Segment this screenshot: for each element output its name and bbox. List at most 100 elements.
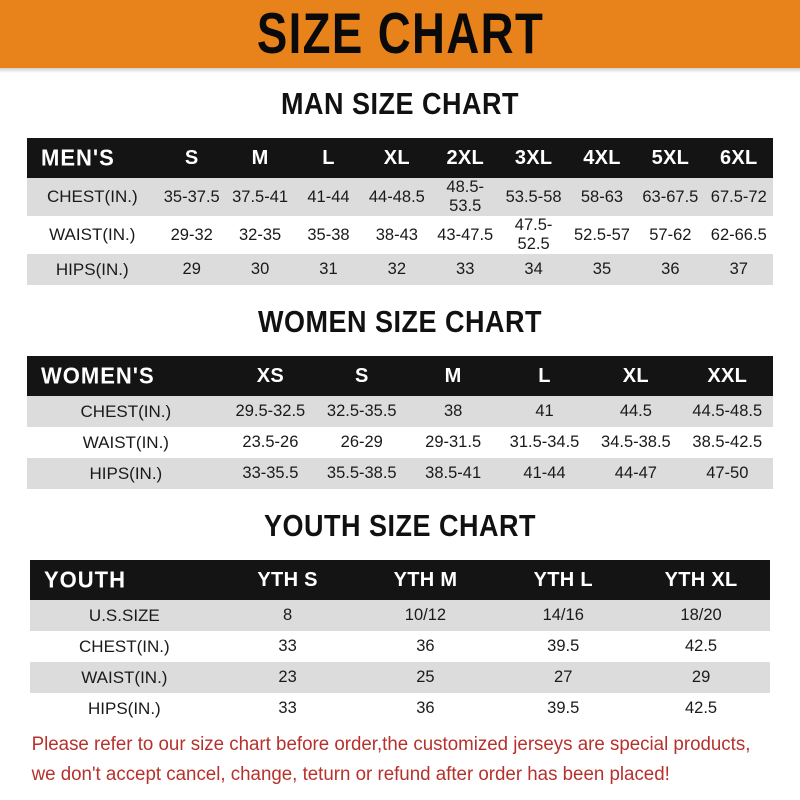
table-cell: 38.5-41 (425, 464, 482, 482)
youth-table-wrapper: YOUTH YTH S YTH M YTH L YTH XL U.S.SIZE 8 10/12… (0, 560, 800, 724)
table-cell: 44-48.5 (368, 187, 425, 206)
table-cell: 67.5-72 (710, 187, 767, 206)
table-cell: 63-67.5 (642, 187, 699, 206)
youth-size-header-4: YTH XL (664, 568, 738, 591)
table-cell: 58-63 (580, 187, 624, 206)
table-cell: 23.5-26 (242, 433, 299, 451)
table-cell: 41 (535, 402, 554, 420)
table-cell: 44-47 (614, 464, 657, 482)
men-size-header-3: L (322, 146, 335, 169)
table-cell: 33 (278, 699, 297, 717)
table-cell: 37 (729, 260, 748, 278)
table-cell: 47.5-52.5 (514, 216, 553, 253)
table-row: WAIST(IN.) 23 25 27 29 (30, 662, 770, 693)
table-cell: 36 (661, 260, 680, 278)
men-size-header-5: 2XL (446, 146, 485, 169)
note-line-1: Please refer to our size chart before or… (31, 734, 751, 755)
note-line-2: we don't accept cancel, change, teturn o… (31, 764, 670, 785)
women-size-header-3: M (444, 364, 462, 387)
page-title: SIZE CHART (256, 1, 544, 66)
women-row-label: HIPS(IN.) (89, 463, 163, 483)
women-row-label-header: WOMEN'S (41, 362, 155, 389)
table-cell: 38.5-42.5 (692, 433, 763, 451)
men-size-header-4: XL (383, 146, 410, 169)
men-table-header-row: MEN'S S M L XL 2XL 3XL 4XL 5XL 6XL (27, 138, 773, 178)
men-size-header-6: 3XL (514, 146, 553, 169)
table-cell: 42.5 (685, 699, 718, 717)
table-cell: 48.5-53.5 (446, 178, 485, 215)
youth-table-header-row: YOUTH YTH S YTH M YTH L YTH XL (30, 560, 770, 600)
table-cell: 32-35 (239, 225, 282, 244)
table-cell: 10/12 (404, 606, 447, 624)
table-cell: 23 (278, 668, 297, 686)
man-section-title: MAN SIZE CHART (281, 87, 519, 121)
women-table-wrapper: WOMEN'S XS S M L XL XXL CHEST(IN.) 29.5-32.5 32.5… (0, 356, 800, 489)
table-cell: 43-47.5 (437, 225, 494, 244)
table-cell: 27 (554, 668, 573, 686)
table-cell: 29-32 (170, 225, 213, 244)
table-row: HIPS(IN.) 29 30 31 32 33 34 35 36 37 (27, 254, 773, 285)
men-row-label: CHEST(IN.) (46, 187, 138, 206)
table-cell: 47-50 (706, 464, 749, 482)
youth-size-table: YOUTH YTH S YTH M YTH L YTH XL U.S.SIZE 8 10/12… (30, 560, 770, 724)
table-cell: 29 (182, 260, 201, 278)
table-cell: 39.5 (547, 699, 580, 717)
youth-row-label-header: YOUTH (44, 566, 126, 593)
table-cell: 29-31.5 (425, 433, 482, 451)
table-cell: 44.5 (619, 402, 652, 420)
table-cell: 33 (456, 260, 475, 278)
youth-row-label: U.S.SIZE (88, 605, 160, 625)
women-size-table: WOMEN'S XS S M L XL XXL CHEST(IN.) 29.5-32.5 32.5… (27, 356, 773, 489)
table-row: HIPS(IN.) 33-35.5 35.5-38.5 38.5-41 41-44 44-… (27, 458, 773, 489)
men-size-header-8: 5XL (651, 146, 690, 169)
men-row-label: HIPS(IN.) (55, 259, 129, 279)
women-size-header-4: L (538, 364, 551, 387)
table-cell: 26-29 (340, 433, 383, 451)
table-cell: 33 (278, 637, 297, 655)
table-cell: 35-38 (307, 225, 350, 244)
table-cell: 44.5-48.5 (692, 402, 763, 420)
table-cell: 31 (319, 260, 338, 278)
men-size-header-2: M (251, 146, 269, 169)
table-row: HIPS(IN.) 33 36 39.5 42.5 (30, 693, 770, 724)
youth-row-label: HIPS(IN.) (87, 698, 161, 718)
table-row: CHEST(IN.) 33 36 39.5 42.5 (30, 631, 770, 662)
table-row: WAIST(IN.) 23.5-26 26-29 29-31.5 31.5-34.5 34… (27, 427, 773, 458)
youth-section-title: YOUTH SIZE CHART (263, 509, 536, 543)
table-row: WAIST(IN.) 29-32 32-35 35-38 38-43 43-47.5 47.… (27, 216, 773, 254)
man-table-wrapper: MEN'S S M L XL 2XL 3XL 4XL 5XL 6XL CHEST(IN.) 35-37… (0, 138, 800, 285)
table-cell: 37.5-41 (232, 187, 289, 206)
table-cell: 35 (592, 260, 612, 278)
table-cell: 14/16 (542, 606, 584, 624)
table-cell: 33-35.5 (242, 464, 299, 482)
table-cell: 18/20 (680, 606, 722, 624)
table-cell: 35-37.5 (163, 187, 220, 206)
youth-size-header-2: YTH M (393, 568, 458, 591)
table-cell: 39.5 (547, 637, 580, 655)
table-cell: 34.5-38.5 (601, 433, 671, 451)
table-cell: 32.5-35.5 (326, 402, 397, 420)
banner-shadow-divider (0, 68, 800, 73)
table-cell: 36 (416, 699, 435, 717)
women-row-label: WAIST(IN.) (82, 432, 169, 452)
table-cell: 30 (250, 260, 270, 278)
men-size-header-7: 4XL (583, 146, 621, 169)
table-row: CHEST(IN.) 29.5-32.5 32.5-35.5 38 41 44.5 44.5… (27, 396, 773, 427)
table-cell: 31.5-34.5 (509, 433, 580, 451)
table-cell: 57-62 (649, 225, 692, 244)
women-table-header-row: WOMEN'S XS S M L XL XXL (27, 356, 773, 396)
men-size-header-1: S (184, 146, 199, 169)
man-size-table: MEN'S S M L XL 2XL 3XL 4XL 5XL 6XL CHEST(IN.) 35-37… (27, 138, 773, 285)
table-cell: 41-44 (523, 464, 566, 482)
table-cell: 62-66.5 (710, 225, 767, 244)
women-size-header-6: XXL (707, 364, 748, 387)
table-cell: 25 (416, 668, 435, 686)
women-section-title: WOMEN SIZE CHART (258, 305, 542, 339)
table-cell: 34 (524, 260, 543, 278)
youth-row-label: CHEST(IN.) (79, 636, 170, 656)
women-size-header-5: XL (622, 364, 649, 387)
men-size-header-9: 6XL (719, 146, 758, 169)
youth-row-label: WAIST(IN.) (81, 667, 168, 687)
page-banner: SIZE CHART (0, 0, 800, 68)
